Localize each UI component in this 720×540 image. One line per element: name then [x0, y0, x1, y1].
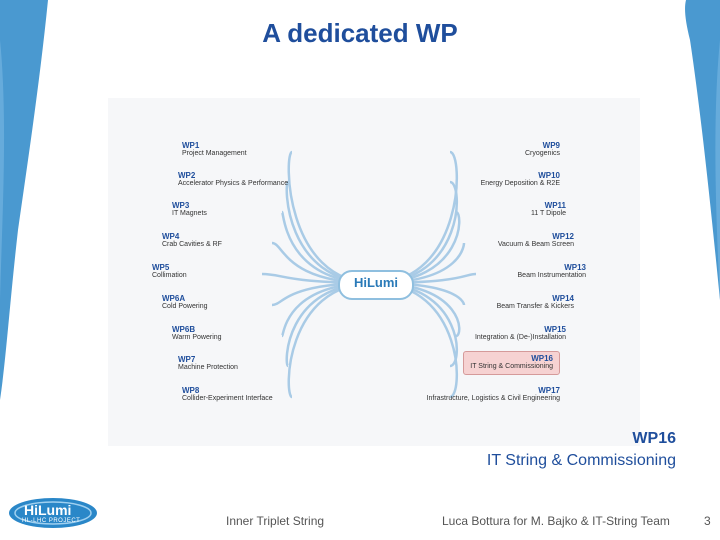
wp-name: 11 T Dipole: [530, 210, 566, 217]
hilumi-logo-shape: [9, 498, 97, 528]
right-branch-line: [373, 150, 458, 285]
wp-id: WP12: [552, 232, 574, 241]
wp-id: WP9: [542, 141, 560, 150]
callout-wp-name: IT String & Commissioning: [486, 452, 676, 469]
wp-id: WP3: [172, 201, 190, 210]
wp-name: Collimation: [152, 272, 187, 279]
wp-node-wp16: WP16 IT String & Commissioning: [463, 351, 560, 375]
wp-node-wp12: WP12 Vacuum & Beam Screen: [498, 233, 574, 249]
wp-name: Infrastructure, Logistics & Civil Engine…: [426, 395, 560, 402]
wp-node-wp10: WP10 Energy Deposition & R2E: [481, 172, 560, 188]
wp-name: Collider-Experiment Interface: [182, 395, 273, 402]
wp-node-wp9: WP9 Cryogenics: [525, 142, 560, 158]
wp-name: Crab Cavities & RF: [162, 241, 222, 248]
wp-mind-map: HiLumi WP1 Project Management WP2 Accelerat…: [108, 98, 640, 446]
wp-node-wp17: WP17 Infrastructure, Logistics & Civil En…: [427, 387, 560, 403]
wp-node-wp13: WP13 Beam Instrumentation: [518, 264, 586, 280]
wp-id: WP16: [531, 354, 553, 363]
callout-wp-id: WP16: [632, 430, 676, 447]
wp-name: Cryogenics: [524, 150, 560, 157]
wp-id: WP6A: [162, 294, 186, 303]
wp-node-wp3: WP3 IT Magnets: [172, 202, 207, 218]
wp-name: Energy Deposition & R2E: [480, 180, 560, 187]
wp-node-wp6a: WP6A Cold Powering: [162, 295, 208, 311]
slide-title: A dedicated WP: [262, 18, 458, 48]
wp-id: WP7: [178, 355, 196, 364]
wp-name: Integration & (De-)Installation: [474, 334, 566, 341]
wp-name: Warm Powering: [172, 334, 222, 341]
wp-node-wp4: WP4 Crab Cavities & RF: [162, 233, 222, 249]
wp-node-wp7: WP7 Machine Protection: [178, 356, 238, 372]
wp-name: Accelerator Physics & Performance: [178, 180, 289, 187]
wp-node-wp6b: WP6B Warm Powering: [172, 326, 222, 342]
logo-text: HiLumi: [24, 502, 72, 518]
wp-name: Machine Protection: [178, 364, 238, 371]
wp-name: IT String & Commissioning: [470, 363, 553, 370]
page-number: 3: [704, 514, 711, 528]
wp-node-wp8: WP8 Collider-Experiment Interface: [182, 387, 273, 403]
wp16-callout: WP16 IT String & Commissioning: [487, 428, 676, 472]
wp-node-wp1: WP1 Project Management: [182, 142, 247, 158]
wp-id: WP5: [152, 263, 170, 272]
wp-id: WP6B: [172, 325, 196, 334]
wp-id: WP4: [162, 232, 180, 241]
wp-name: Vacuum & Beam Screen: [497, 241, 574, 248]
left-branch-line: [287, 150, 375, 285]
wp-node-wp2: WP2 Accelerator Physics & Performance: [178, 172, 288, 188]
wp-id: WP15: [544, 325, 566, 334]
wp-id: WP13: [564, 263, 586, 272]
wp-node-wp11: WP11 11 T Dipole: [531, 202, 566, 218]
wp-id: WP17: [538, 386, 560, 395]
wp-node-wp14: WP14 Beam Transfer & Kickers: [497, 295, 574, 311]
wp-id: WP14: [552, 294, 574, 303]
wp-name: Beam Transfer & Kickers: [496, 303, 574, 310]
wp-id: WP8: [182, 386, 200, 395]
wp-name: IT Magnets: [172, 210, 207, 217]
wp-node-wp15: WP15 Integration & (De-)Installation: [475, 326, 566, 342]
wp-name: Project Management: [182, 150, 247, 157]
wp-id: WP2: [178, 171, 196, 180]
wp-id: WP10: [538, 171, 560, 180]
wp-node-wp5: WP5 Collimation: [152, 264, 187, 280]
hilumi-logo: HiLumi HL-LHC PROJECT: [8, 496, 98, 530]
footer-right-text: Luca Bottura for M. Bajko & IT-String Te…: [442, 514, 670, 528]
footer-left-text: Inner Triplet String: [226, 514, 325, 528]
wp-name: Beam Instrumentation: [517, 272, 586, 279]
wp-id: WP11: [544, 201, 566, 210]
right-branch-line: [373, 281, 459, 399]
wp-name: Cold Powering: [162, 303, 208, 310]
logo-subtext: HL-LHC PROJECT: [22, 518, 81, 524]
wp-id: WP1: [182, 141, 200, 150]
center-hilumi-logo: HiLumi: [338, 270, 414, 300]
left-branch-line: [287, 281, 375, 399]
